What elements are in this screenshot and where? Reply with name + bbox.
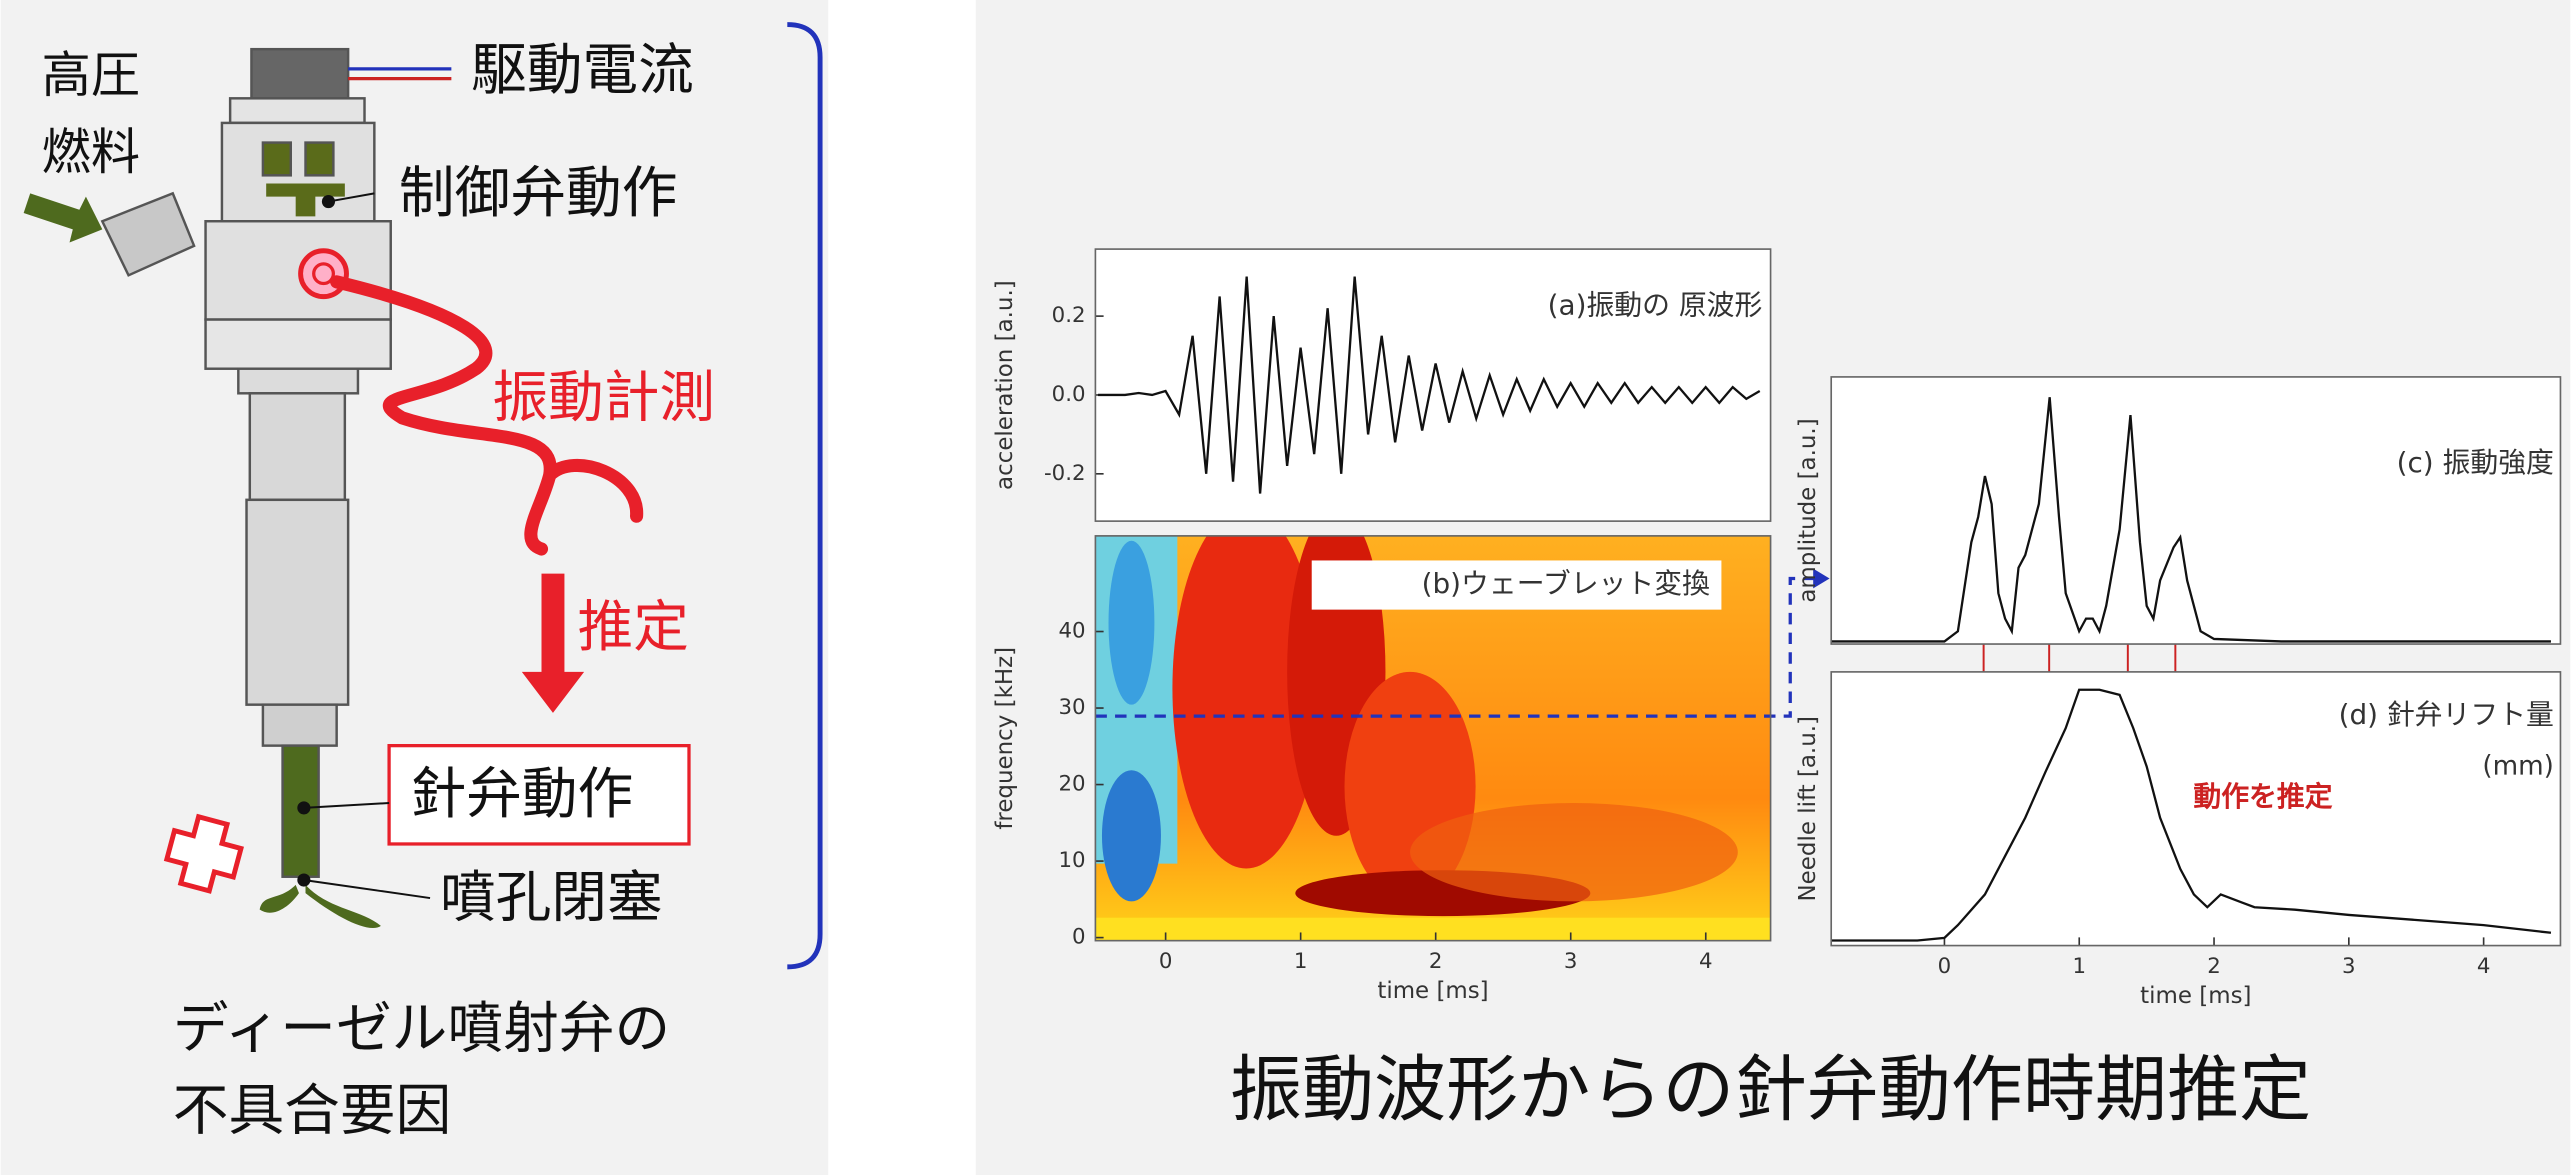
y-tick-label: 30: [1058, 695, 1085, 720]
x-tick-label: 3: [1564, 949, 1578, 974]
series-line: [1098, 276, 1761, 494]
label: 制御弁動作: [399, 161, 678, 226]
x-axis-label: time [ms]: [1377, 978, 1488, 1004]
y-tick-label: 20: [1058, 772, 1085, 797]
fault-cross: [163, 813, 244, 894]
y-axis-label: acceleration [a.u.]: [992, 280, 1018, 490]
x-tick-label: 4: [2477, 954, 2491, 979]
series-line: [1831, 688, 2552, 942]
chart-title: (a)振動の 原波形: [1548, 288, 1763, 321]
y-axis-label: frequency [kHz]: [992, 647, 1018, 830]
annotation: (mm): [2482, 751, 2554, 781]
x-tick-label: 0: [1159, 949, 1173, 974]
plot-area: [1831, 671, 2561, 946]
y-tick-label: 10: [1058, 848, 1085, 873]
label: 駆動電流: [471, 38, 694, 103]
figure-title: 振動波形からの針弁動作時期推定: [1230, 1049, 2311, 1133]
label: 推定: [578, 595, 689, 660]
spray: [259, 884, 381, 929]
injector: [100, 47, 392, 878]
annotation: 動作を推定: [2193, 780, 2332, 813]
plot-area: [1095, 249, 1771, 522]
y-tick-label: -0.2: [1044, 461, 1086, 486]
caption: ディーゼル噴射弁の: [173, 997, 670, 1062]
label-box: [1311, 560, 1722, 610]
callout-dot: [297, 873, 311, 887]
label: 噴孔閉塞: [440, 865, 663, 930]
x-tick-label: 0: [1938, 954, 1952, 979]
x-tick-label: 1: [2072, 954, 2086, 979]
plot-frame: [1094, 248, 1772, 522]
needle-box: [387, 744, 691, 846]
label: 燃料: [42, 123, 140, 181]
y-tick-label: 0.0: [1052, 382, 1086, 407]
callout-dot: [321, 195, 336, 209]
sensor: [312, 262, 336, 286]
fuel-arrow: [23, 193, 103, 243]
sensor: [298, 248, 349, 300]
dashed-link: [1095, 576, 1817, 718]
label: 針弁動作: [410, 762, 633, 827]
plot-frame: [1094, 535, 1772, 942]
callout-dot: [297, 801, 311, 815]
x-tick-label: 1: [1294, 949, 1308, 974]
chart-title: (d) 針弁リフト量: [2339, 698, 2554, 731]
plot-frame: [1830, 671, 2562, 947]
x-tick-label: 2: [1429, 949, 1443, 974]
left-panel: [0, 0, 829, 1175]
label: 高圧: [42, 46, 140, 104]
x-axis-label: time [ms]: [2140, 983, 2251, 1009]
y-tick-label: 0: [1072, 925, 1086, 950]
label: 振動計測: [492, 366, 715, 431]
x-tick-label: 4: [1699, 949, 1713, 974]
plot-area: [1831, 376, 2561, 645]
chart-title: (c) 振動強度: [2397, 446, 2554, 479]
y-tick-label: 40: [1058, 619, 1085, 644]
series-line: [1831, 397, 2551, 643]
callouts: [303, 192, 431, 900]
y-axis-label: amplitude [a.u.]: [1795, 418, 1821, 602]
arrowhead: [1813, 568, 1830, 589]
chart-title: (b)ウェーブレット変換: [1422, 567, 1710, 600]
stethoscope: [330, 275, 644, 556]
x-tick-label: 2: [2207, 954, 2221, 979]
y-axis-label: Needle lift [a.u.]: [1795, 716, 1821, 902]
plot-frame: [1830, 376, 2562, 645]
y-tick-label: 0.2: [1052, 303, 1086, 328]
estimate-arrow: [521, 573, 585, 713]
bracket: [787, 22, 823, 970]
x-tick-label: 3: [2342, 954, 2356, 979]
caption: 不具合要因: [173, 1078, 452, 1143]
